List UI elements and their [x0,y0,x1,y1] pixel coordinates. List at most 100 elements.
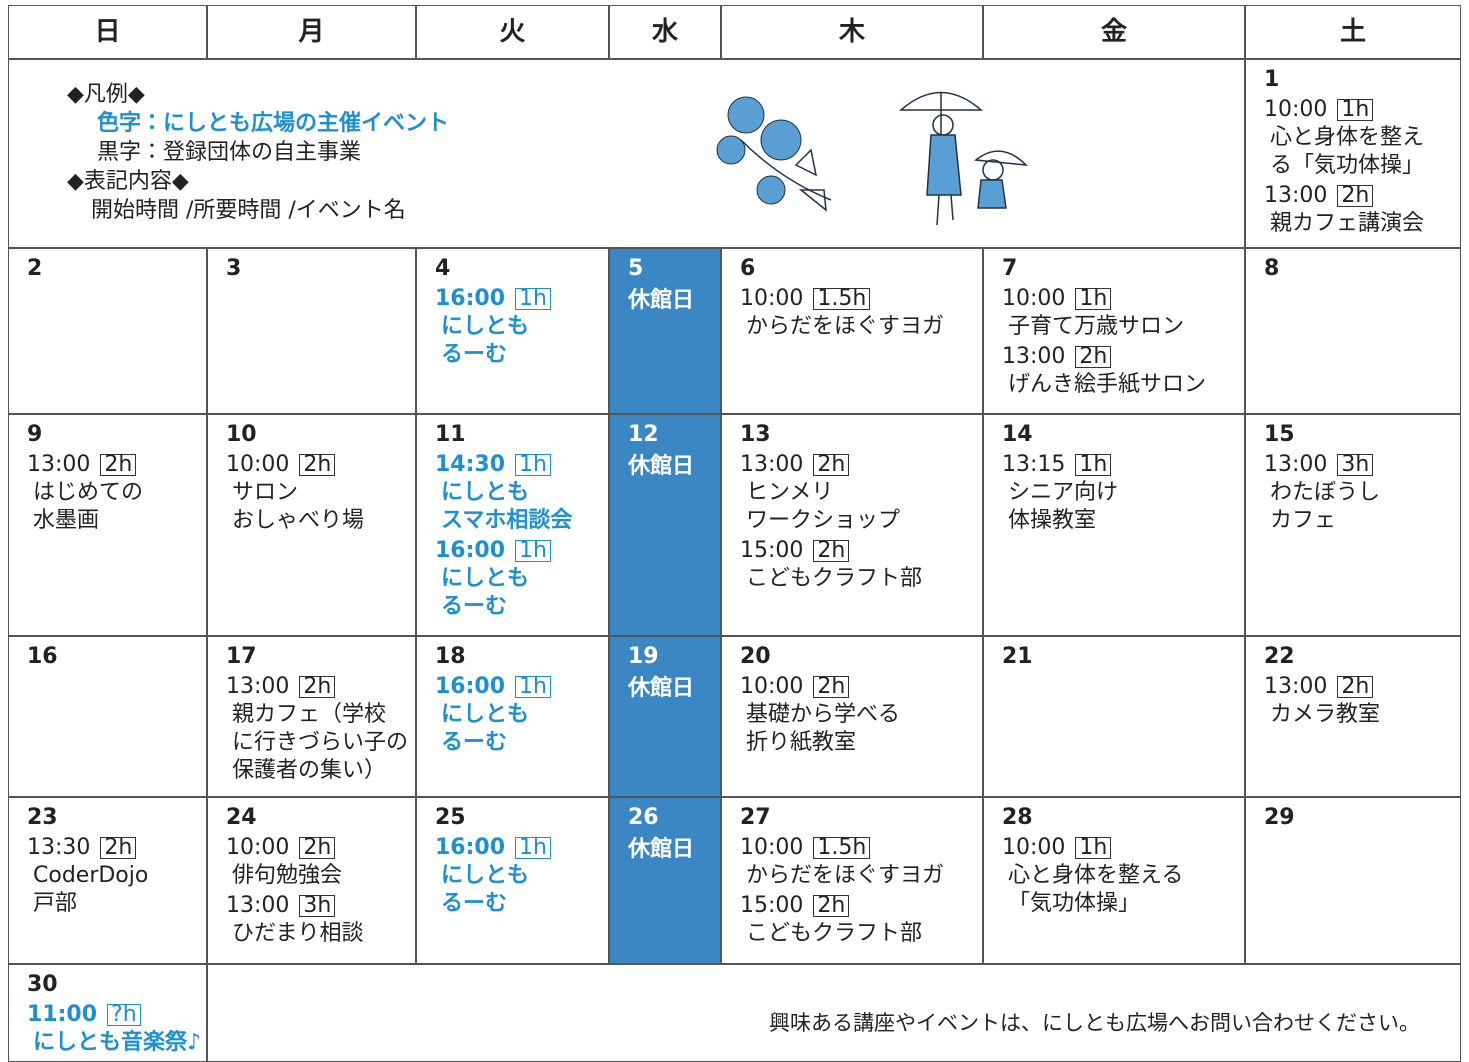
event: 10:00 1h 子育て万歳サロン [1002,285,1244,341]
day-number: 20 [740,644,771,669]
day-cell: 29 [1245,797,1461,964]
day-number: 3 [226,256,242,281]
legend-member: 黒字：登録団体の自主事業 [97,140,362,165]
day-cell: 13 13:00 2h ヒンメリ ワークショップ 15:00 2h こどもクラフト部 [721,414,983,636]
event-time: 13:00 [1264,674,1328,699]
day-number: 11 [435,422,466,447]
event: 13:00 2h 親カフェ講演会 [1264,182,1460,238]
event-duration: 1h [515,540,551,562]
event: 13:00 3h わたぼうし カフェ [1264,451,1460,535]
event: 16:00 1h にしとも るーむ [435,537,608,621]
event-time-line: 13:00 2h [1264,182,1460,210]
event-time-line: 10:00 2h [226,451,415,479]
event-time: 13:00 [1264,183,1328,208]
event-name: 親カフェ（学校 に行きづらい子の 保護者の集い） [232,702,409,783]
closed-label: 休館日 [628,454,695,479]
event: 10:00 2h 基礎から学べる 折り紙教室 [740,673,982,757]
event-duration: 1h [515,837,551,859]
event-time-line: 10:00 1h [1002,285,1244,313]
day-cell: 11 14:30 1h にしとも スマホ相談会 16:00 1h にしとも るーむ [416,414,609,636]
day-number: 22 [1264,644,1295,669]
weekday: 日 [94,17,121,47]
day-number: 5 [628,256,644,281]
day-number: 21 [1002,644,1033,669]
event: 13:15 1h シニア向け 体操教室 [1002,451,1244,535]
event-duration: ?h [107,1004,141,1026]
event-time-line: 16:00 1h [435,673,608,701]
event-time: 16:00 [435,835,506,860]
event-duration: 1h [1337,99,1374,121]
event-name: からだをほぐすヨガ [746,314,945,339]
event-name: からだをほぐすヨガ [746,863,945,888]
event-duration: 2h [813,676,850,698]
closed-label: 休館日 [628,676,695,701]
event-duration: 3h [1337,454,1374,476]
event-time: 16:00 [435,286,506,311]
event-name: にしとも音楽祭♪ [33,1030,202,1055]
event-name: CoderDojo 戸部 [33,863,149,916]
day-number: 15 [1264,422,1295,447]
event-time: 10:00 [226,835,290,860]
event-name: 心と身体を整える 「気功体操」 [1008,863,1184,916]
day-number: 4 [435,256,451,281]
event-time: 11:00 [27,1002,98,1027]
event-duration: 3h [299,895,336,917]
day-cell: 21 [983,636,1245,797]
weekday-header: 火 [416,5,609,59]
event-time: 13:00 [1002,344,1066,369]
day-number: 26 [628,805,659,830]
event-name: にしとも るーむ [441,566,530,619]
event: 16:00 1h にしとも るーむ [435,673,608,757]
event-name: こどもクラフト部 [746,921,923,946]
event: 13:00 3h ひだまり相談 [226,892,415,948]
event-time: 13:00 [27,452,91,477]
day-number: 30 [27,972,58,997]
day-cell: 18 16:00 1h にしとも るーむ [416,636,609,797]
event-time: 15:00 [740,538,804,563]
event-time-line: 10:00 2h [226,834,415,862]
day-cell: 6 10:00 1.5h からだをほぐすヨガ [721,248,983,414]
day-number: 18 [435,644,466,669]
event-time-line: 16:00 1h [435,537,608,565]
day-cell: 9 13:00 2h はじめての 水墨画 [8,414,207,636]
event-duration: 2h [100,837,137,859]
event-time-line: 11:00 ?h [27,1001,206,1029]
event-duration: 1h [515,676,551,698]
event-duration: 1h [1075,288,1112,310]
event-name: 親カフェ講演会 [1270,211,1425,236]
event-duration: 2h [813,454,850,476]
event: 10:00 1h 心と身体を整え る「気功体操」 [1264,96,1460,180]
weekday-header: 土 [1245,5,1461,59]
weekday-header: 月 [207,5,416,59]
event-time-line: 13:00 3h [1264,451,1460,479]
day-cell: 17 13:00 2h 親カフェ（学校 に行きづらい子の 保護者の集い） [207,636,416,797]
weekday-header: 木 [721,5,983,59]
weekday: 火 [499,17,526,47]
event: 10:00 1h 心と身体を整える 「気功体操」 [1002,834,1244,918]
event-duration: 2h [813,895,850,917]
event-time-line: 13:00 2h [1264,673,1460,701]
day-number: 27 [740,805,771,830]
weekday: 木 [838,17,865,47]
event-time: 10:00 [740,835,804,860]
day-cell: 5 休館日 [609,248,721,414]
day-cell: 15 13:00 3h わたぼうし カフェ [1245,414,1461,636]
event-name: 心と身体を整え る「気功体操」 [1270,125,1425,178]
event-time-line: 13:15 1h [1002,451,1244,479]
event-time: 16:00 [435,674,506,699]
day-cell: 1 10:00 1h 心と身体を整え る「気功体操」 13:00 2h 親カフェ講演会 [1245,59,1461,248]
event-time: 13:00 [740,452,804,477]
event-duration: 2h [813,540,850,562]
day-number: 12 [628,422,659,447]
event-name: 俳句勉強会 [232,863,343,888]
event-time-line: 13:00 2h [226,673,415,701]
event-duration: 2h [100,454,137,476]
day-number: 16 [27,644,58,669]
event: 16:00 1h にしとも るーむ [435,285,608,369]
day-cell: 7 10:00 1h 子育て万歳サロン 13:00 2h げんき絵手紙サロン [983,248,1245,414]
day-cell: 3 [207,248,416,414]
day-number: 7 [1002,256,1018,281]
day-cell: 24 10:00 2h 俳句勉強会 13:00 3h ひだまり相談 [207,797,416,964]
event-time: 13:00 [1264,452,1328,477]
day-number: 2 [27,256,43,281]
